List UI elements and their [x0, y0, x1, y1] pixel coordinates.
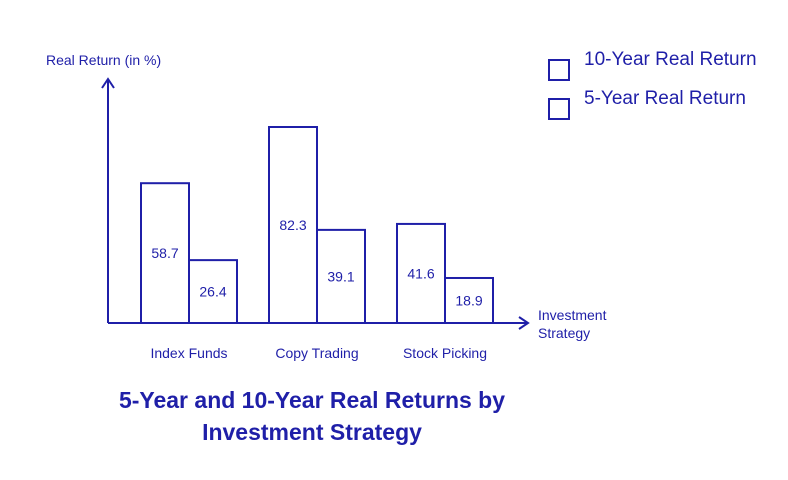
bar-5-year — [444, 276, 494, 325]
data-label: 82.3 — [279, 217, 306, 233]
bar-5-year — [316, 228, 366, 324]
x-tick-label: Copy Trading — [275, 345, 358, 361]
legend-label-10-year: 10-Year Real Return — [584, 49, 757, 70]
legend-item-5-year: 5-Year Real Return — [548, 87, 778, 120]
x-axis-arrow — [518, 316, 530, 330]
x-axis-label-line: Strategy — [538, 325, 590, 341]
x-tick-label: Stock Picking — [403, 345, 487, 361]
data-label: 58.7 — [151, 245, 178, 261]
bar-10-year — [140, 182, 190, 324]
chart-title: 5-Year and 10-Year Real Returns by Inves… — [118, 387, 506, 445]
legend-label-5-year: 5-Year Real Return — [584, 88, 746, 109]
y-axis-label: Real Return (in %) — [46, 52, 161, 68]
bar-10-year — [268, 126, 318, 324]
legend-item-10-year: 10-Year Real Return — [548, 48, 778, 81]
bar-5-year — [188, 259, 238, 325]
data-label: 26.4 — [199, 284, 226, 300]
x-tick-label: Index Funds — [150, 345, 227, 361]
data-label: 39.1 — [327, 268, 354, 284]
legend-swatch-10-year — [548, 59, 570, 81]
data-label: 41.6 — [407, 265, 434, 281]
legend: 10-Year Real Return 5-Year Real Return — [548, 48, 778, 126]
bar-10-year — [396, 222, 446, 324]
y-axis-arrow — [101, 77, 115, 89]
bars: 58.7 26.4 Index Funds 82.3 39.1 Copy Trading 4… — [140, 126, 494, 361]
legend-swatch-5-year — [548, 98, 570, 120]
data-label: 18.9 — [455, 292, 482, 308]
x-axis-label-line: Investment — [538, 307, 607, 323]
x-axis-label: Investment Strategy — [538, 307, 607, 341]
